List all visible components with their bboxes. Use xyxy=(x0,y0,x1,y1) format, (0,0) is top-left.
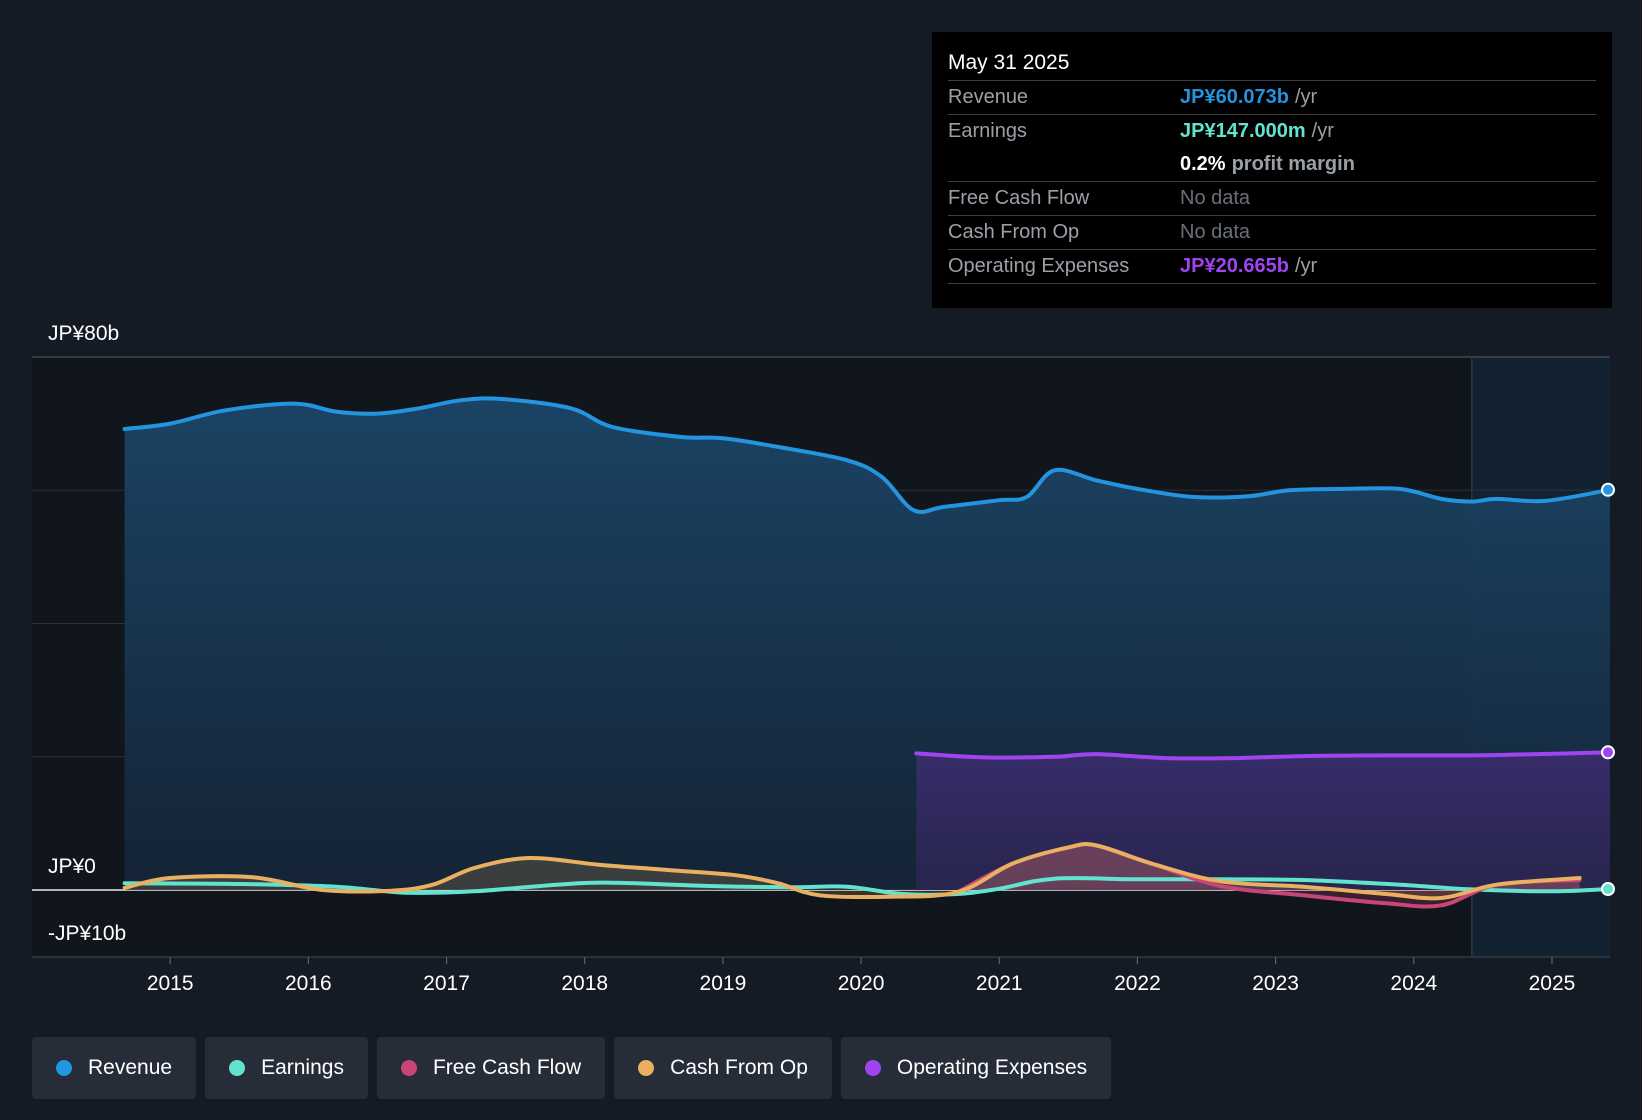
x-tick-label: 2016 xyxy=(285,972,332,995)
legend-label: Revenue xyxy=(88,1056,173,1079)
tooltip-unit: profit margin xyxy=(1231,153,1355,175)
x-tick-label: 2025 xyxy=(1529,972,1576,995)
tooltip-label xyxy=(948,148,1180,181)
x-tick-label: 2019 xyxy=(700,972,747,995)
operating-expenses-dot-icon xyxy=(864,1060,881,1076)
x-tick-label: 2024 xyxy=(1390,972,1437,995)
x-tick-label: 2018 xyxy=(561,972,608,995)
legend-label: Free Cash Flow xyxy=(432,1056,582,1079)
operating-expenses-end-marker xyxy=(1601,745,1615,760)
tooltip-unit: /yr xyxy=(1294,86,1318,108)
operating-expenses-line xyxy=(914,750,1612,761)
tooltip-label: Operating Expenses xyxy=(948,255,1130,277)
revenue-dot-icon xyxy=(56,1060,72,1076)
legend-item-operating-expenses[interactable]: Operating Expenses xyxy=(840,1037,1112,1099)
cash-from-op-line xyxy=(122,842,1582,901)
revenue-end-marker xyxy=(1601,482,1615,497)
legend-label: Cash From Op xyxy=(670,1056,808,1079)
revenue-line xyxy=(122,396,1612,515)
earnings-end-marker xyxy=(1601,882,1615,897)
earnings-dot-icon xyxy=(229,1060,246,1076)
legend: Revenue Earnings Free Cash Flow Cash Fro… xyxy=(32,1037,1112,1099)
tooltip-row-margin: 0.2% profit margin xyxy=(948,148,1596,181)
legend-item-cash-from-op[interactable]: Cash From Op xyxy=(614,1037,832,1099)
x-tick-label: 2015 xyxy=(147,972,194,995)
tooltip-date: May 31 2025 xyxy=(948,51,1070,74)
tooltip-row-cfo: Cash From Op No data xyxy=(948,215,1596,249)
tooltip-row-earnings: Earnings JP¥147.000m /yr xyxy=(948,114,1596,148)
tooltip-value: No data xyxy=(1180,221,1251,243)
tooltip-label: Earnings xyxy=(948,120,1027,142)
tooltip: May 31 2025 Revenue JP¥60.073b /yr Earni… xyxy=(932,32,1612,308)
free-cash-flow-area xyxy=(957,844,1580,907)
y-label-zero: JP¥0 xyxy=(48,855,96,878)
x-tick-label: 2023 xyxy=(1252,972,1299,995)
tooltip-label: Free Cash Flow xyxy=(948,187,1090,209)
tooltip-row-fcf: Free Cash Flow No data xyxy=(948,181,1596,215)
tooltip-unit: /yr xyxy=(1294,255,1318,277)
legend-label: Earnings xyxy=(261,1056,344,1079)
legend-item-revenue[interactable]: Revenue xyxy=(32,1037,197,1099)
y-label-top: JP¥80b xyxy=(48,322,119,345)
tooltip-value: JP¥147.000m xyxy=(1180,120,1306,142)
tooltip-label: Cash From Op xyxy=(948,221,1080,243)
tooltip-value: JP¥20.665b xyxy=(1180,255,1289,277)
y-label-bottom: -JP¥10b xyxy=(48,922,126,945)
x-tick-label: 2022 xyxy=(1114,972,1161,995)
legend-item-free-cash-flow[interactable]: Free Cash Flow xyxy=(376,1037,606,1099)
tooltip-unit: /yr xyxy=(1311,120,1334,142)
tooltip-row-opex: Operating Expenses JP¥20.665b /yr xyxy=(948,249,1596,284)
tooltip-row-revenue: Revenue JP¥60.073b /yr xyxy=(948,80,1596,114)
tooltip-label: Revenue xyxy=(948,86,1029,108)
legend-item-earnings[interactable]: Earnings xyxy=(205,1037,368,1099)
tooltip-value: JP¥60.073b xyxy=(1180,86,1289,108)
tooltip-value: No data xyxy=(1180,187,1251,209)
free-cash-flow-dot-icon xyxy=(400,1060,417,1076)
cash-from-op-dot-icon xyxy=(638,1060,655,1076)
earnings-line xyxy=(122,876,1612,897)
x-tick-label: 2021 xyxy=(976,972,1023,995)
operating-expenses-area xyxy=(916,752,1610,890)
x-tick-label: 2020 xyxy=(838,972,885,995)
legend-label: Operating Expenses xyxy=(896,1056,1088,1079)
x-tick-label: 2017 xyxy=(423,972,470,995)
tooltip-value: 0.2% xyxy=(1180,153,1226,175)
